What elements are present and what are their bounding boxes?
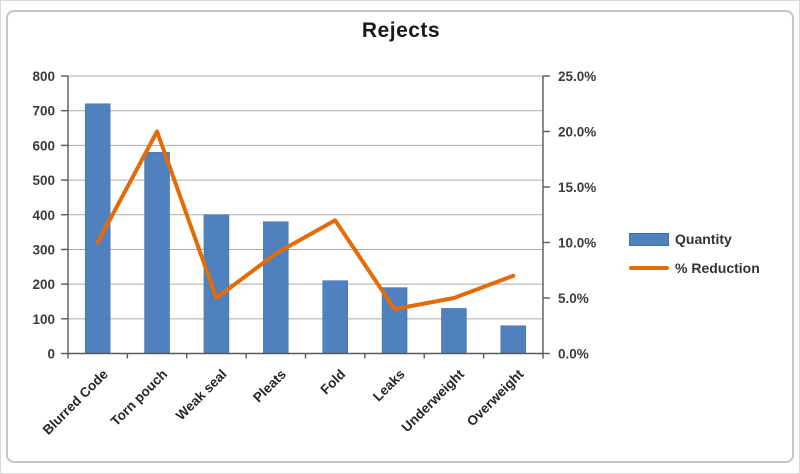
reduction-swatch-icon (629, 266, 669, 270)
bar-fold (322, 280, 348, 354)
right-axis-label: 5.0% (558, 291, 589, 306)
category-label: Pleats (250, 367, 289, 406)
quantity-swatch-icon (629, 232, 669, 246)
bar-torn-pouch (144, 152, 170, 354)
category-label: Blurred Code (40, 366, 111, 437)
left-axis-label: 800 (32, 69, 55, 84)
category-label: Leaks (370, 367, 408, 405)
right-axis-label: 10.0% (558, 236, 596, 251)
left-axis-label: 0 (47, 347, 55, 362)
category-label: Fold (318, 367, 349, 398)
legend-item-reduction: % Reduction (629, 260, 760, 276)
left-axis-label: 400 (32, 208, 55, 223)
left-axis-label: 500 (32, 173, 55, 188)
left-axis-label: 700 (32, 104, 55, 119)
category-label: Underweight (399, 366, 468, 435)
bar-underweight (441, 308, 467, 354)
category-label: Weak seal (173, 367, 230, 424)
bar-weak-seal (203, 214, 230, 354)
chart-title: Rejects (361, 19, 441, 42)
left-axis-label: 300 (32, 242, 55, 257)
left-axis-label: 100 (32, 312, 55, 327)
left-axis-label: 600 (32, 138, 55, 153)
legend-label-quantity: Quantity (675, 231, 732, 247)
right-axis-label: 15.0% (558, 180, 596, 195)
legend-label-reduction: % Reduction (675, 260, 760, 276)
right-axis-label: 0.0% (558, 347, 589, 362)
right-axis-label: 25.0% (558, 69, 596, 84)
bar-overweight (500, 325, 527, 354)
reduction-line (95, 129, 516, 312)
bar-pleats (263, 221, 289, 354)
left-axis-label: 200 (32, 277, 55, 292)
right-axis-label: 20.0% (558, 125, 596, 140)
legend: Quantity % Reduction (629, 231, 760, 276)
legend-item-quantity: Quantity (629, 231, 760, 247)
category-label: Overweight (464, 366, 527, 429)
category-label: Torn pouch (108, 367, 170, 429)
